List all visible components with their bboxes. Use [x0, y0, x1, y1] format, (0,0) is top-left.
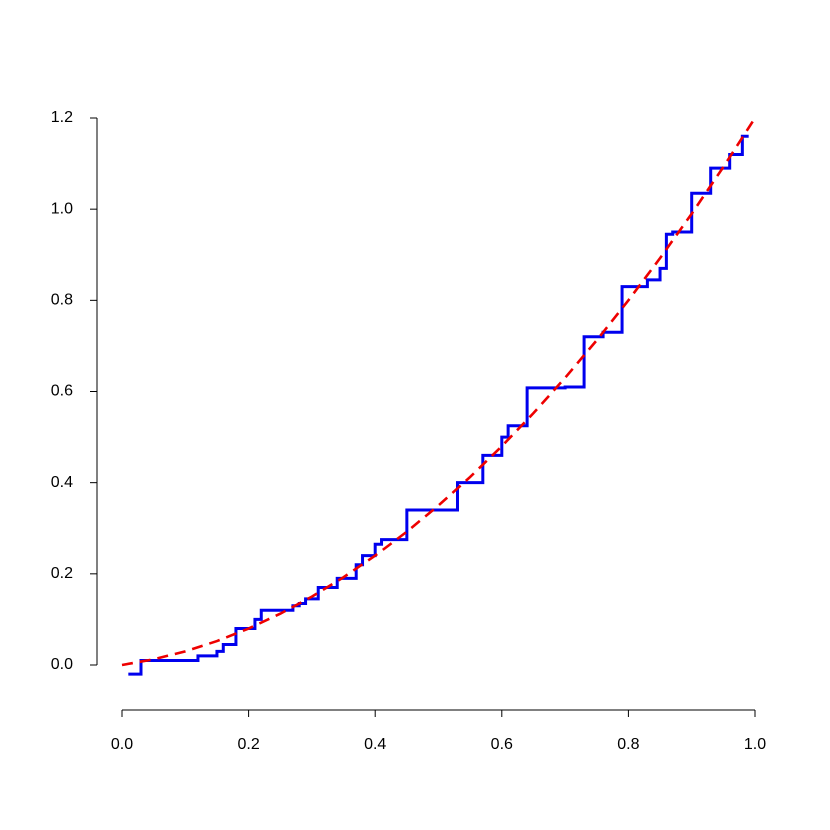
x-tick-label: 0.6	[491, 736, 513, 753]
y-tick-label: 0.0	[51, 656, 73, 673]
x-tick-label: 0.0	[111, 736, 133, 753]
y-tick-label: 0.2	[51, 565, 73, 582]
y-tick-label: 1.0	[51, 200, 73, 217]
x-tick-label: 0.2	[237, 736, 259, 753]
y-tick-label: 0.4	[51, 474, 73, 491]
x-tick-label: 0.4	[364, 736, 386, 753]
step-line	[128, 134, 749, 676]
dashed-curve	[121, 117, 757, 667]
x-tick-label: 1.0	[744, 736, 766, 753]
y-tick-label: 1.2	[51, 109, 73, 126]
y-tick-label: 0.8	[51, 292, 73, 309]
y-tick-label: 0.6	[51, 383, 73, 400]
x-tick-label: 0.8	[617, 736, 639, 753]
